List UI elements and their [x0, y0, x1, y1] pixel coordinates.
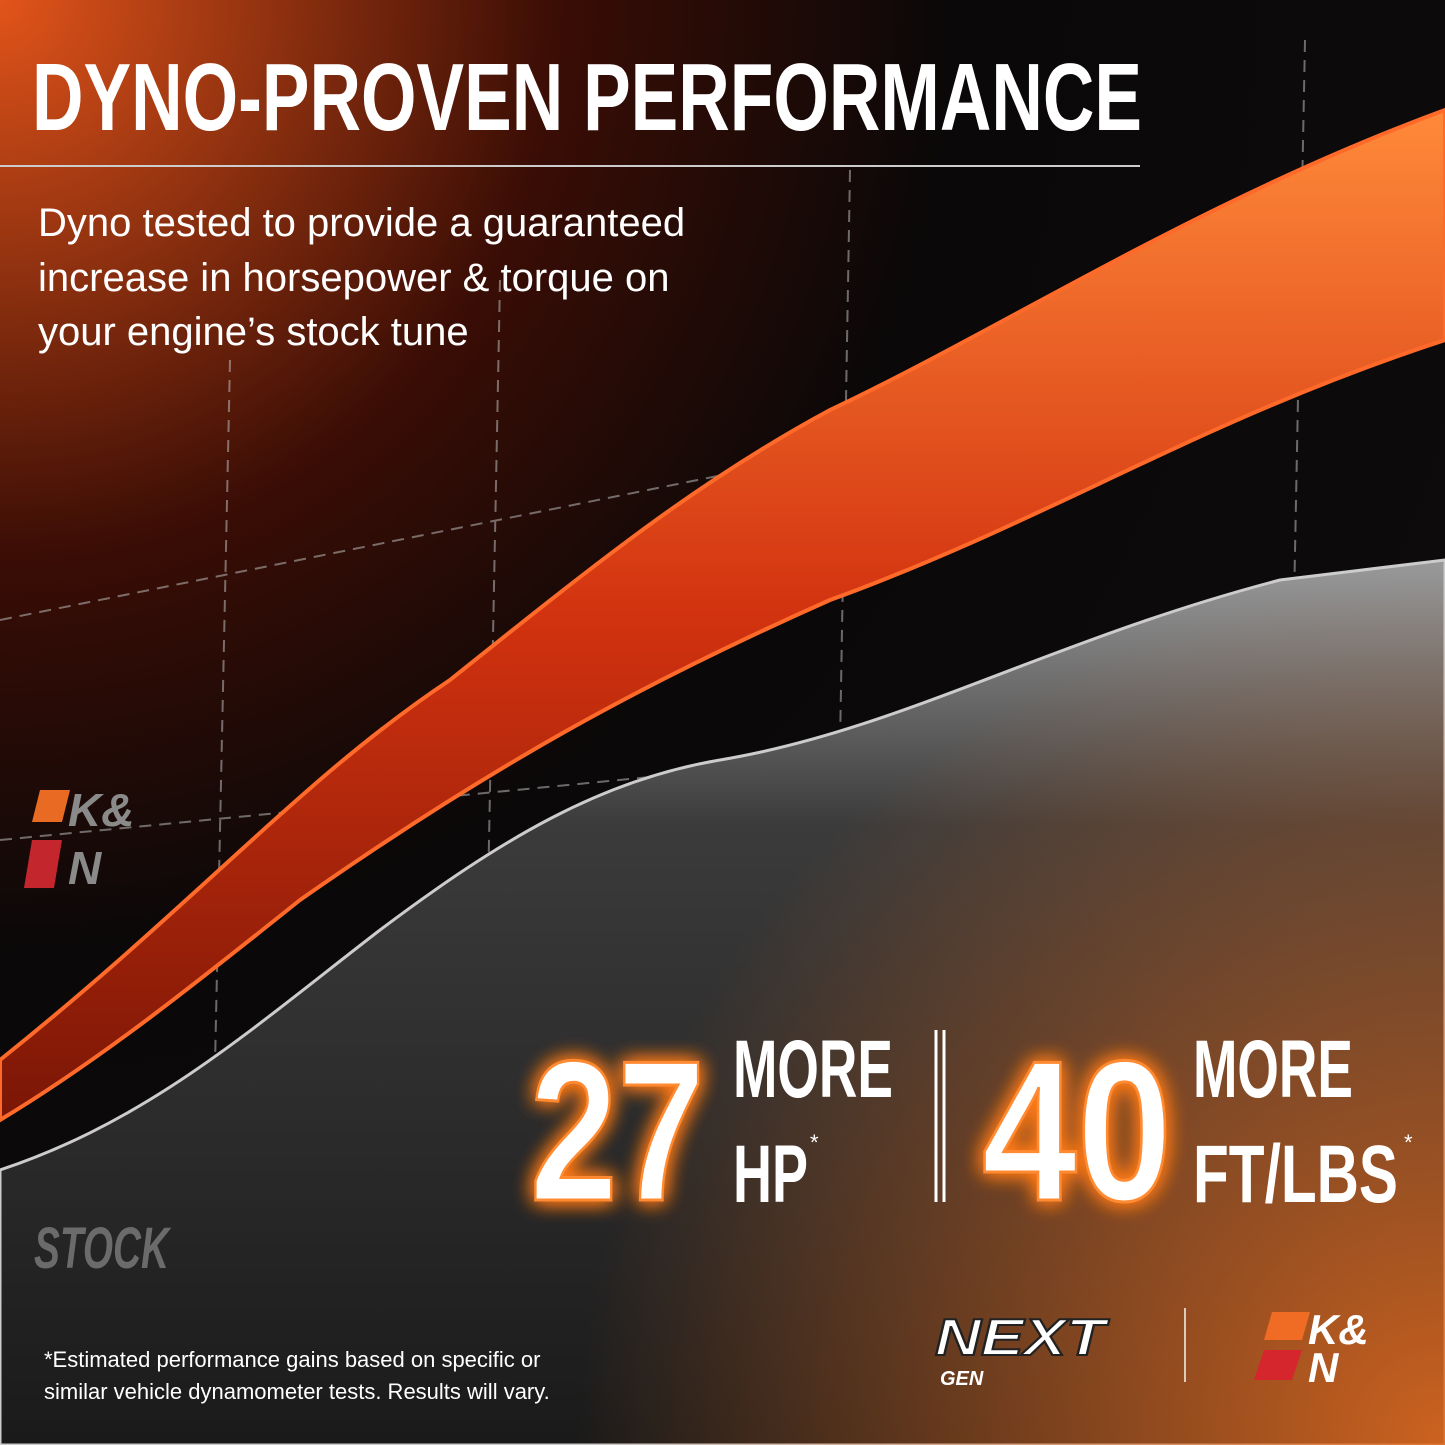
stock-label: STOCK: [34, 1216, 172, 1281]
asterisk: *: [810, 1130, 819, 1155]
stat-unit: HP: [733, 1129, 808, 1220]
series-logo: NEXT GEN: [934, 1308, 1111, 1390]
brand-logo-text: N: [68, 842, 102, 894]
footnote-line: similar vehicle dynamometer tests. Resul…: [44, 1379, 550, 1404]
series-logo-text: GEN: [940, 1368, 984, 1390]
stat-number: 40: [982, 1020, 1172, 1243]
stat-torque: 40: [981, 1019, 1174, 1245]
brand-logo: K& N: [1254, 1306, 1369, 1391]
description-line: increase in horsepower & torque on: [38, 256, 669, 300]
brand-logo-text: K&: [1308, 1306, 1369, 1353]
title: DYNO-PROVEN PERFORMANCE: [32, 44, 1142, 151]
stat-hp: 27: [529, 1019, 707, 1245]
stat-word: MORE: [733, 1024, 893, 1115]
footnote-line: *Estimated performance gains based on sp…: [44, 1347, 540, 1372]
brand-logo-text: K&: [68, 784, 134, 836]
series-logo-text: NEXT: [935, 1309, 1110, 1367]
stat-word: MORE: [1193, 1024, 1353, 1115]
description-line: your engine’s stock tune: [38, 310, 469, 354]
description-line: Dyno tested to provide a guaranteed: [38, 201, 685, 245]
stat-unit: FT/LBS: [1193, 1129, 1398, 1220]
stat-number: 27: [530, 1020, 705, 1243]
asterisk: *: [1404, 1130, 1413, 1155]
brand-logo-text: N: [1308, 1344, 1340, 1391]
brand-logo-small: K& N: [24, 784, 134, 894]
stat-divider: [934, 1030, 946, 1202]
